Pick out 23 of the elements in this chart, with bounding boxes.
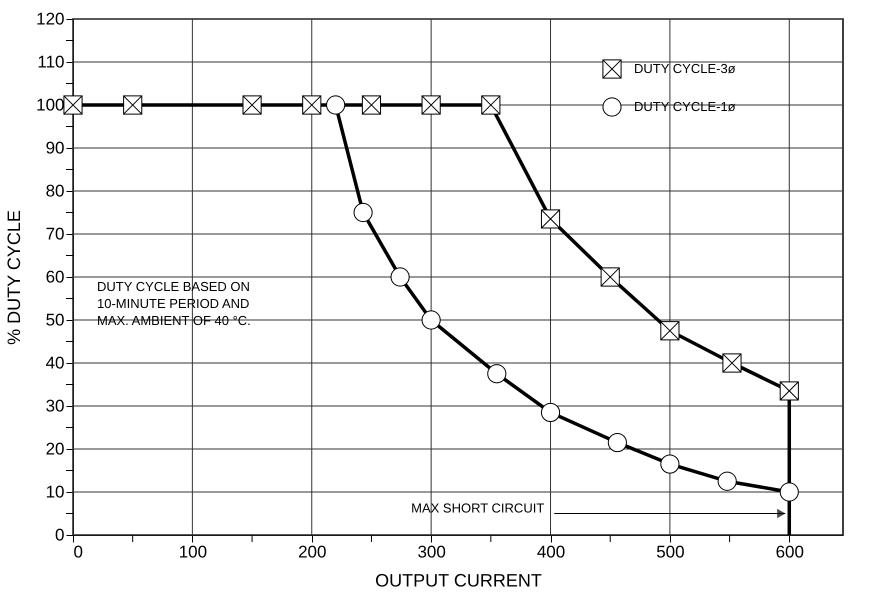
legend-label: DUTY CYCLE-3ø [634,61,736,76]
x-tick-label: 400 [536,542,566,562]
y-tick-label: 90 [46,138,64,158]
y-tick-label: 40 [46,354,64,372]
y-tick-label: 120 [36,10,64,28]
x-tick-label: 100 [178,542,208,562]
y-tick-label: 30 [46,396,64,416]
y-tick-label: 100 [36,96,64,114]
y-tick-label: 10 [46,482,64,502]
x-tick-label: 500 [656,542,685,562]
y-tick-label: 110 [37,52,64,72]
y-tick-label: 0 [55,526,64,544]
x-tick-label: 600 [776,542,804,562]
y-tick-label: 50 [46,310,64,330]
y-tick-label: 80 [46,182,64,200]
x-axis-title: OUTPUT CURRENT [375,570,542,590]
x-tick-label: 300 [417,542,446,562]
x-tick-label: 200 [298,542,326,562]
y-tick-label: 70 [46,224,64,244]
y-axis-title: % DUTY CYCLE [4,210,24,345]
x-tick-label: 0 [74,542,83,562]
y-tick-label: 20 [46,440,64,458]
y-tick-label: 60 [46,268,64,286]
